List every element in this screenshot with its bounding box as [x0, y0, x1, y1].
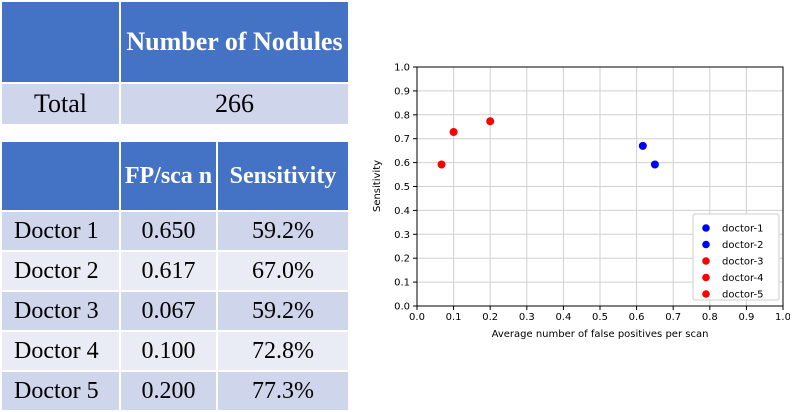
- data-point-doctor-4: [449, 128, 458, 137]
- x-tick-label: 0.4: [555, 312, 571, 323]
- x-axis-label: Average number of false positives per sc…: [492, 329, 709, 340]
- fp-value: 0.100: [119, 330, 218, 372]
- y-tick-label: 0.7: [394, 134, 410, 145]
- sensitivity-value: 59.2%: [216, 210, 350, 252]
- header-cell-empty: [0, 140, 121, 212]
- doctor-name: Doctor 4: [0, 330, 121, 372]
- y-tick-label: 0.3: [394, 230, 410, 241]
- total-value: 266: [119, 82, 350, 126]
- y-tick-label: 0.8: [394, 110, 410, 121]
- header-fp-per-scan: FP/sca n: [119, 140, 218, 212]
- legend-label-doctor-3: doctor-3: [722, 257, 763, 268]
- table-row: Doctor 4 0.100 72.8%: [0, 330, 350, 372]
- legend-marker-doctor-4: [702, 273, 710, 282]
- legend-label-doctor-5: doctor-5: [722, 290, 763, 301]
- legend-box: [692, 213, 780, 301]
- x-tick-label: 0.2: [482, 312, 498, 323]
- y-tick-label: 0.2: [394, 254, 410, 265]
- table-row: Total 266: [0, 82, 350, 126]
- x-tick-label: 0.5: [592, 312, 608, 323]
- y-tick-label: 0.9: [394, 86, 410, 97]
- table-row: Doctor 5 0.200 77.3%: [0, 370, 350, 412]
- sensitivity-value: 59.2%: [216, 290, 350, 332]
- legend-marker-doctor-5: [702, 290, 710, 298]
- header-cell-empty: [0, 0, 121, 84]
- doctor-name: Doctor 2: [0, 250, 121, 292]
- fp-value: 0.650: [119, 210, 218, 252]
- sensitivity-value: 77.3%: [216, 370, 350, 412]
- y-axis-label: Sensitivity: [372, 160, 383, 212]
- legend-marker-doctor-3: [702, 257, 710, 265]
- doctor-name: Doctor 1: [0, 210, 121, 252]
- fp-value: 0.617: [119, 250, 218, 292]
- legend-label-doctor-4: doctor-4: [722, 273, 763, 284]
- scatter-chart: 0.0 0.1 0.2 0.3 0.4 0.5 0.6 0.7 0.8 0.9 1.0 0.0 0.1…: [372, 63, 790, 341]
- doctor-performance-table: FP/sca n Sensitivity Doctor 1 0.650 59.2…: [0, 140, 350, 412]
- nodule-count-table: Number of Nodules Total 266: [0, 0, 350, 126]
- y-tick-label: 0.1: [394, 278, 410, 289]
- y-tick-label: 0.5: [394, 182, 410, 193]
- data-points: [437, 117, 659, 169]
- doctor-name: Doctor 3: [0, 290, 121, 332]
- data-point-doctor-3: [437, 160, 446, 169]
- legend-marker-doctor-1: [702, 224, 710, 232]
- table-row: Doctor 3 0.067 59.2%: [0, 290, 350, 332]
- legend-marker-doctor-2: [702, 240, 710, 249]
- table-header-row: Number of Nodules: [0, 0, 350, 84]
- x-tick-label: 0.9: [738, 312, 754, 323]
- total-label: Total: [0, 82, 121, 126]
- y-axis-ticks: 0.0 0.1 0.2 0.3 0.4 0.5 0.6 0.7 0.8 0.9 1.0: [394, 63, 417, 313]
- data-point-doctor-1: [650, 160, 659, 169]
- x-tick-label: 0.1: [446, 312, 462, 323]
- legend-label-doctor-2: doctor-2: [722, 240, 763, 251]
- legend-label-doctor-1: doctor-1: [722, 224, 763, 235]
- table-row: Doctor 1 0.650 59.2%: [0, 210, 350, 252]
- y-tick-label: 1.0: [394, 63, 410, 74]
- sensitivity-value: 67.0%: [216, 250, 350, 292]
- x-axis-ticks: 0.0 0.1 0.2 0.3 0.4 0.5 0.6 0.7 0.8 0.9 1.0: [409, 306, 790, 323]
- sensitivity-value: 72.8%: [216, 330, 350, 372]
- y-tick-label: 0.4: [394, 206, 410, 217]
- fp-value: 0.200: [119, 370, 218, 412]
- x-tick-label: 0.7: [665, 312, 681, 323]
- fp-value: 0.067: [119, 290, 218, 332]
- chart-legend: doctor-1 doctor-2 doctor-3 doctor-4 doctor-5: [692, 213, 780, 301]
- x-tick-label: 0.0: [409, 312, 425, 323]
- table-header-row: FP/sca n Sensitivity: [0, 140, 350, 212]
- doctor-name: Doctor 5: [0, 370, 121, 412]
- y-tick-label: 0.6: [394, 158, 410, 169]
- x-tick-label: 0.3: [519, 312, 535, 323]
- y-tick-label: 0.0: [394, 302, 410, 313]
- table-row: Doctor 2 0.617 67.0%: [0, 250, 350, 292]
- data-point-doctor-5: [486, 117, 495, 126]
- data-point-doctor-2: [638, 141, 647, 150]
- x-tick-label: 0.8: [702, 312, 718, 323]
- header-number-of-nodules: Number of Nodules: [119, 0, 350, 84]
- x-tick-label: 0.6: [629, 312, 645, 323]
- header-sensitivity: Sensitivity: [216, 140, 350, 212]
- x-tick-label: 1.0: [775, 312, 790, 323]
